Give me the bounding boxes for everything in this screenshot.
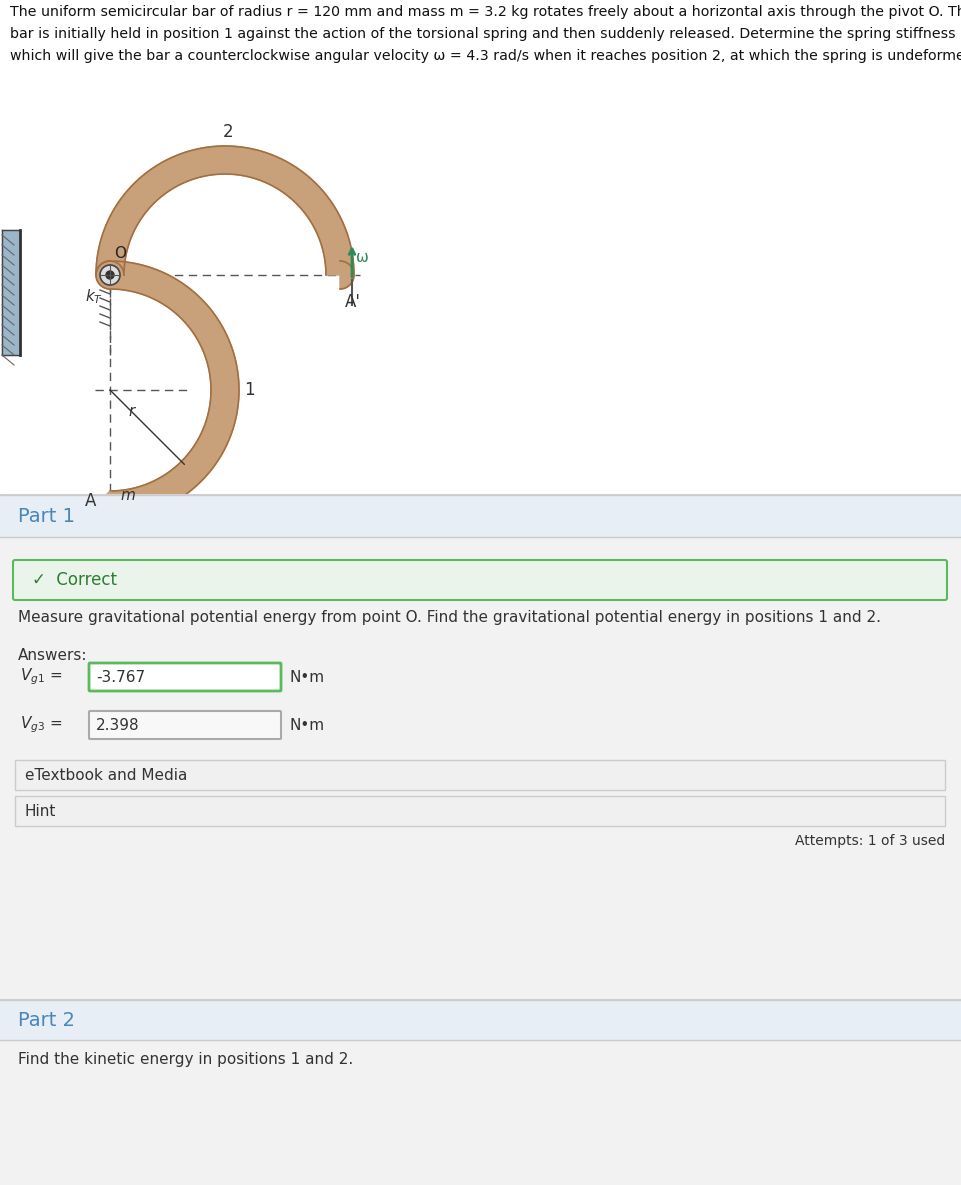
Text: Answers:: Answers: [18, 648, 87, 662]
Text: Part 1: Part 1 [18, 506, 75, 525]
Text: A': A' [345, 293, 360, 310]
Polygon shape [96, 146, 354, 275]
Polygon shape [96, 261, 110, 289]
Text: Hint: Hint [25, 803, 57, 819]
Text: Find the kinetic energy in positions 1 and 2.: Find the kinetic energy in positions 1 a… [18, 1052, 353, 1066]
Text: ω: ω [356, 250, 368, 264]
Bar [0, 1000, 961, 1040]
Bar [0, 70, 961, 495]
FancyBboxPatch shape [15, 796, 944, 826]
Bar [0, 495, 961, 1000]
Polygon shape [96, 261, 124, 289]
Text: ✓  Correct: ✓ Correct [32, 571, 117, 589]
Text: eTextbook and Media: eTextbook and Media [25, 768, 187, 782]
Text: A: A [85, 492, 96, 510]
FancyBboxPatch shape [89, 711, 281, 739]
Text: Part 2: Part 2 [18, 1011, 75, 1030]
Text: O: O [114, 246, 126, 261]
Text: N•m: N•m [289, 717, 325, 732]
Text: which will give the bar a counterclockwise angular velocity ω = 4.3 rad/s when i: which will give the bar a counterclockwi… [10, 49, 961, 63]
FancyBboxPatch shape [89, 662, 281, 691]
Text: bar is initially held in position 1 against the action of the torsional spring a: bar is initially held in position 1 agai… [10, 27, 961, 41]
Text: 2: 2 [222, 123, 234, 141]
Polygon shape [96, 491, 124, 519]
Text: -3.767: -3.767 [96, 670, 145, 685]
FancyBboxPatch shape [15, 760, 944, 790]
Text: r: r [128, 404, 135, 419]
Text: $V_{g3}$ =: $V_{g3}$ = [20, 715, 62, 736]
Text: $k_T$: $k_T$ [85, 288, 103, 307]
Text: Attempts: 1 of 3 used: Attempts: 1 of 3 used [794, 834, 944, 848]
Circle shape [106, 271, 114, 278]
Text: The uniform semicircular bar of radius r = 120 mm and mass m = 3.2 kg rotates fr: The uniform semicircular bar of radius r… [10, 5, 961, 19]
Polygon shape [110, 261, 238, 519]
Bar [0, 495, 961, 537]
Bar [0, 1000, 961, 1185]
Bar [2, 230, 20, 356]
Text: 1: 1 [244, 382, 255, 399]
Text: $V_{g1}$ =: $V_{g1}$ = [20, 667, 62, 687]
Circle shape [100, 265, 120, 286]
FancyBboxPatch shape [13, 561, 946, 600]
Polygon shape [339, 261, 354, 289]
Text: 2.398: 2.398 [96, 717, 139, 732]
Text: N•m: N•m [289, 670, 325, 685]
Text: Measure gravitational potential energy from point O. Find the gravitational pote: Measure gravitational potential energy f… [18, 610, 880, 624]
Text: m: m [120, 487, 135, 502]
